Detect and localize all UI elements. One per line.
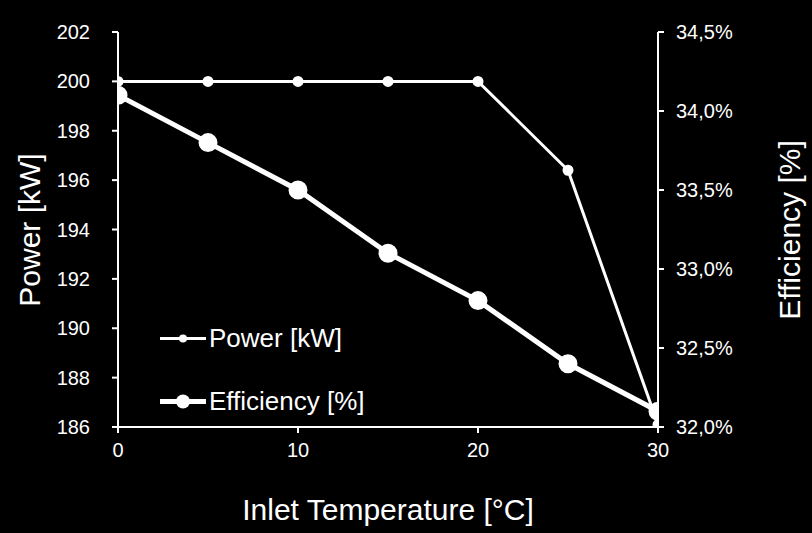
svg-text:202: 202 <box>57 21 90 43</box>
svg-text:194: 194 <box>57 219 90 241</box>
svg-text:198: 198 <box>57 120 90 142</box>
svg-text:188: 188 <box>57 367 90 389</box>
svg-text:34,0%: 34,0% <box>676 100 733 122</box>
svg-text:20: 20 <box>467 439 489 461</box>
html-text:Inlet Temperature [°C]: Inlet Temperature [°C] <box>242 493 534 526</box>
svg-text:186: 186 <box>57 416 90 438</box>
svg-text:196: 196 <box>57 169 90 191</box>
svg-text:32,0%: 32,0% <box>676 416 733 438</box>
svg-text:192: 192 <box>57 268 90 290</box>
html-text:Power [kW]: Power [kW] <box>13 152 46 307</box>
svg-text:200: 200 <box>57 70 90 92</box>
svg-text:10: 10 <box>287 439 309 461</box>
svg-text:33,5%: 33,5% <box>676 179 733 201</box>
svg-text:0: 0 <box>112 439 123 461</box>
html-text:Power [kW]: Power [kW] <box>209 322 342 353</box>
svg-text:32,5%: 32,5% <box>676 337 733 359</box>
svg-text:33,0%: 33,0% <box>676 258 733 280</box>
html-text:Efficiency [%]: Efficiency [%] <box>773 139 806 320</box>
html-text:Efficiency [%]: Efficiency [%] <box>209 385 365 416</box>
svg-text:30: 30 <box>647 439 669 461</box>
svg-text:190: 190 <box>57 317 90 339</box>
svg-text:34,5%: 34,5% <box>676 21 733 43</box>
